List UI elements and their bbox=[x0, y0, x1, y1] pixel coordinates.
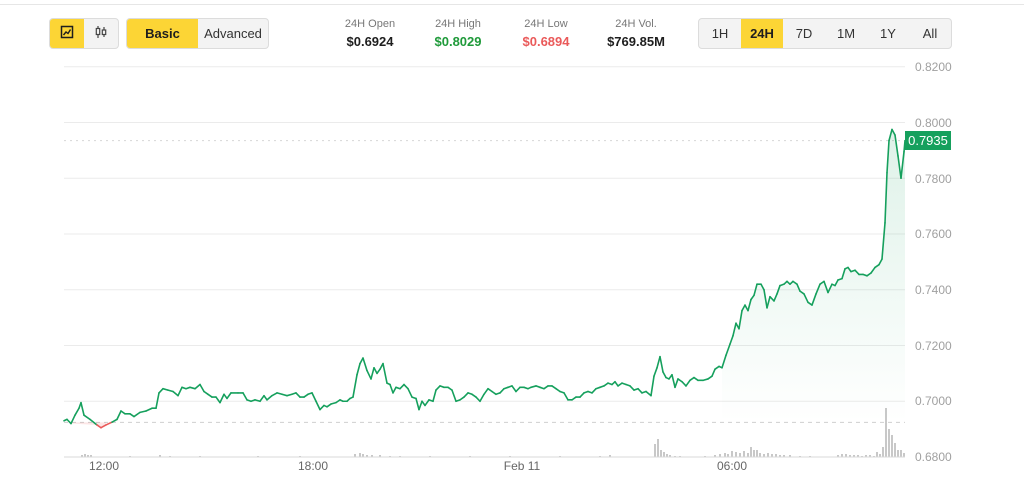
stat-value: $0.6924 bbox=[346, 34, 394, 49]
y-tick-label: 0.7000 bbox=[915, 394, 952, 408]
basic-mode-button[interactable]: Basic bbox=[127, 19, 198, 48]
stat-value: $0.8029 bbox=[434, 34, 482, 49]
stat-label: 24H High bbox=[435, 18, 481, 30]
time-range-toggle: 1H 24H 7D 1M 1Y All bbox=[698, 18, 952, 49]
chart-mode-toggle: Basic Advanced bbox=[126, 18, 269, 49]
stat-label: 24H Open bbox=[344, 18, 396, 30]
volume-bars bbox=[64, 408, 905, 458]
y-tick-label: 0.6800 bbox=[915, 450, 952, 464]
stat-high: 24H High $0.8029 bbox=[418, 18, 498, 50]
price-line bbox=[63, 128, 906, 429]
y-tick-label: 0.8000 bbox=[915, 116, 952, 130]
stats-bar: 24H Open $0.6924 24H High $0.8029 24H Lo… bbox=[330, 18, 690, 50]
range-all-button[interactable]: All bbox=[922, 26, 938, 41]
y-tick-label: 0.8200 bbox=[915, 60, 952, 74]
stat-label: 24H Vol. bbox=[615, 18, 657, 30]
below-open-fill bbox=[71, 422, 106, 428]
stat-value: $769.85M bbox=[607, 34, 665, 49]
stat-label: 24H Low bbox=[524, 18, 568, 30]
advanced-mode-button[interactable]: Advanced bbox=[204, 26, 262, 41]
y-tick-label: 0.7600 bbox=[915, 227, 952, 241]
x-tick-label: 18:00 bbox=[297, 459, 329, 473]
range-1m-button[interactable]: 1M bbox=[836, 26, 856, 41]
x-tick-label: 12:00 bbox=[88, 459, 120, 473]
y-tick-label: 0.7400 bbox=[915, 283, 952, 297]
price-area-fill bbox=[722, 129, 905, 423]
y-tick-label: 0.7200 bbox=[915, 339, 952, 353]
stat-low: 24H Low $0.6894 bbox=[506, 18, 586, 50]
candlestick-icon bbox=[94, 25, 108, 42]
candlestick-chart-button[interactable] bbox=[84, 19, 118, 48]
x-tick-label: 06:00 bbox=[716, 459, 748, 473]
top-divider bbox=[0, 4, 1024, 5]
range-1y-button[interactable]: 1Y bbox=[880, 26, 896, 41]
range-24h-button[interactable]: 24H bbox=[741, 19, 783, 48]
range-1h-button[interactable]: 1H bbox=[711, 26, 729, 41]
y-tick-label: 0.7800 bbox=[915, 172, 952, 186]
stat-volume: 24H Vol. $769.85M bbox=[592, 18, 680, 50]
range-7d-button[interactable]: 7D bbox=[795, 26, 813, 41]
stat-open: 24H Open $0.6924 bbox=[330, 18, 410, 50]
stat-value: $0.6894 bbox=[522, 34, 570, 49]
current-price-tag: 0.7935 bbox=[905, 131, 951, 150]
x-tick-label: Feb 11 bbox=[503, 459, 541, 473]
chart-type-toggle bbox=[49, 18, 119, 49]
line-chart-button[interactable] bbox=[50, 19, 84, 48]
line-chart-icon bbox=[60, 25, 74, 42]
